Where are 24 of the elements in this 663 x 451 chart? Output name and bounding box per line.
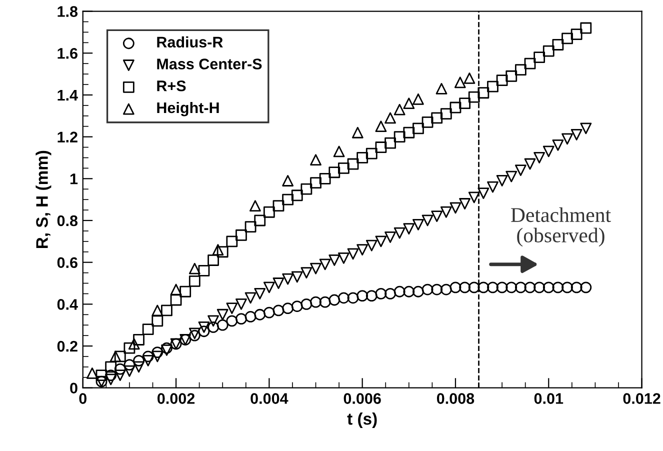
y-tick-label: 0.2 bbox=[57, 340, 78, 352]
x-tick-label: 0.01 bbox=[534, 393, 564, 404]
x-tick-label: 0.002 bbox=[158, 393, 195, 404]
annotation: Detachment (observed) bbox=[511, 207, 611, 247]
legend-label: Height-H bbox=[157, 102, 219, 116]
y-tick-label: 1.8 bbox=[58, 6, 78, 17]
y-tick-label: 0.8 bbox=[57, 215, 78, 226]
legend-label: Radius-R bbox=[157, 36, 223, 48]
x-tick-label: 0.008 bbox=[436, 393, 474, 404]
x-tick-label: 0.006 bbox=[344, 393, 381, 404]
x-tick-label: 0.004 bbox=[250, 393, 288, 404]
y-tick-label: 1.4 bbox=[58, 90, 78, 100]
y-axis-title: R, S, H (mm) bbox=[36, 150, 52, 248]
x-tick-label: 0 bbox=[79, 393, 86, 404]
y-tick-label: 0.4 bbox=[57, 299, 78, 310]
legend-label: Mass Center-S bbox=[157, 58, 262, 70]
y-tick-label: 1.2 bbox=[58, 132, 78, 142]
x-tick-label: 0.012 bbox=[623, 393, 660, 404]
y-tick-label: 0 bbox=[70, 382, 78, 394]
y-tick-label: 1 bbox=[70, 174, 78, 184]
legend-label: R+S bbox=[157, 80, 186, 92]
x-axis-title: t (s) bbox=[347, 412, 377, 428]
y-tick-label: 0.6 bbox=[57, 257, 78, 268]
y-tick-label: 1.6 bbox=[58, 48, 78, 59]
